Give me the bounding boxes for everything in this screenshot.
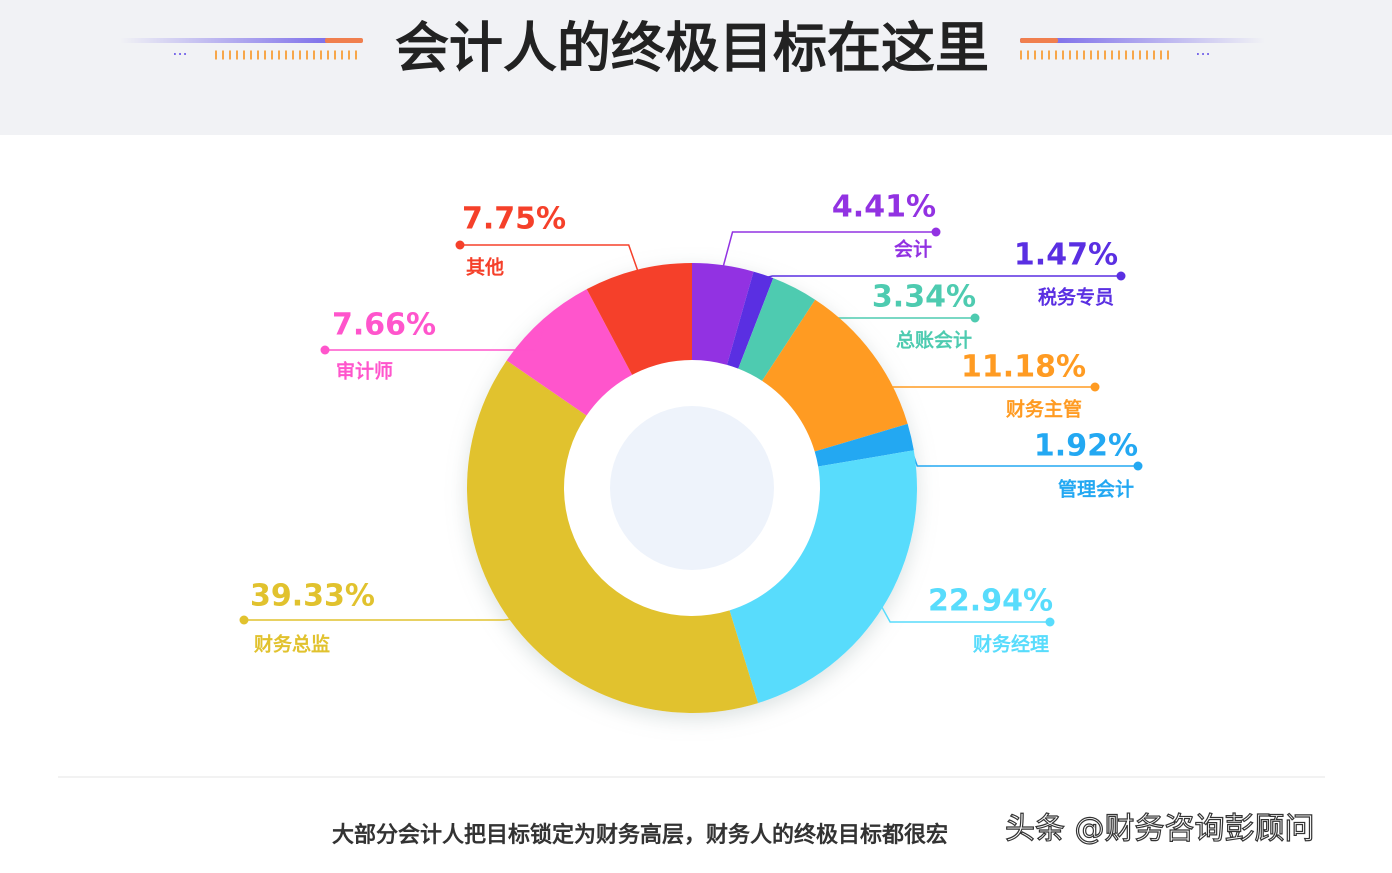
value-label: 1.92% [1034, 429, 1138, 464]
value-label: 11.18% [961, 350, 1086, 385]
donut-slice [506, 289, 633, 416]
leader-dot [239, 615, 249, 625]
donut-slice [466, 360, 759, 713]
category-label: 管理会计 [1058, 478, 1134, 501]
donut-slice [586, 263, 692, 375]
category-label: 其他 [466, 256, 504, 279]
category-label: 财务经理 [973, 633, 1049, 656]
leader-line [762, 275, 1121, 280]
leader-line [325, 322, 546, 351]
header-deco [1020, 38, 1058, 43]
donut-center [610, 406, 774, 570]
leader-dot [970, 313, 980, 323]
leader-line [244, 617, 514, 621]
value-label: 22.94% [928, 584, 1053, 619]
leader-line [868, 355, 1095, 388]
category-label: 审计师 [336, 360, 393, 383]
leader-line [721, 231, 936, 270]
leader-dot [931, 227, 941, 237]
leader-line [906, 437, 1138, 467]
caption: 大部分会计人把目标锁定为财务高层，财务人的终极目标都很宏 [332, 822, 948, 848]
leader-dot [320, 345, 330, 355]
donut-slice [729, 450, 917, 704]
header-band [0, 0, 1392, 135]
donut-slice [814, 423, 914, 467]
donut-slice [738, 278, 816, 381]
category-label: 税务专员 [1038, 286, 1114, 309]
category-label: 财务总监 [254, 633, 330, 656]
donut-slice [692, 263, 754, 365]
leader-dot [1133, 461, 1143, 471]
value-label: 39.33% [250, 579, 375, 614]
leader-line [792, 291, 975, 319]
category-label: 总账会计 [896, 329, 972, 352]
value-label: 7.66% [332, 308, 436, 343]
category-label: 财务主管 [1006, 398, 1082, 421]
watermark: 头条 @财务咨询彭顾问 [1005, 812, 1315, 847]
header-deco: ··· [1195, 45, 1210, 64]
header-deco: ··· [172, 45, 187, 64]
leader-dot [1116, 271, 1126, 281]
leader-line [879, 603, 1050, 623]
donut-slice [762, 299, 908, 452]
header-deco [120, 38, 360, 43]
value-label: 7.75% [462, 202, 566, 237]
value-label: 4.41% [832, 190, 936, 225]
value-label: 3.34% [872, 280, 976, 315]
value-label: 1.47% [1014, 238, 1118, 273]
page-title: 会计人的终极目标在这里 [395, 17, 989, 80]
donut-slice [727, 271, 774, 369]
category-label: 会计 [894, 238, 932, 261]
header-deco [1020, 38, 1265, 43]
leader-dot [1045, 617, 1055, 627]
header-deco [325, 38, 363, 43]
leader-dot [1090, 382, 1100, 392]
leader-line [460, 244, 640, 274]
leader-dot [455, 240, 465, 250]
